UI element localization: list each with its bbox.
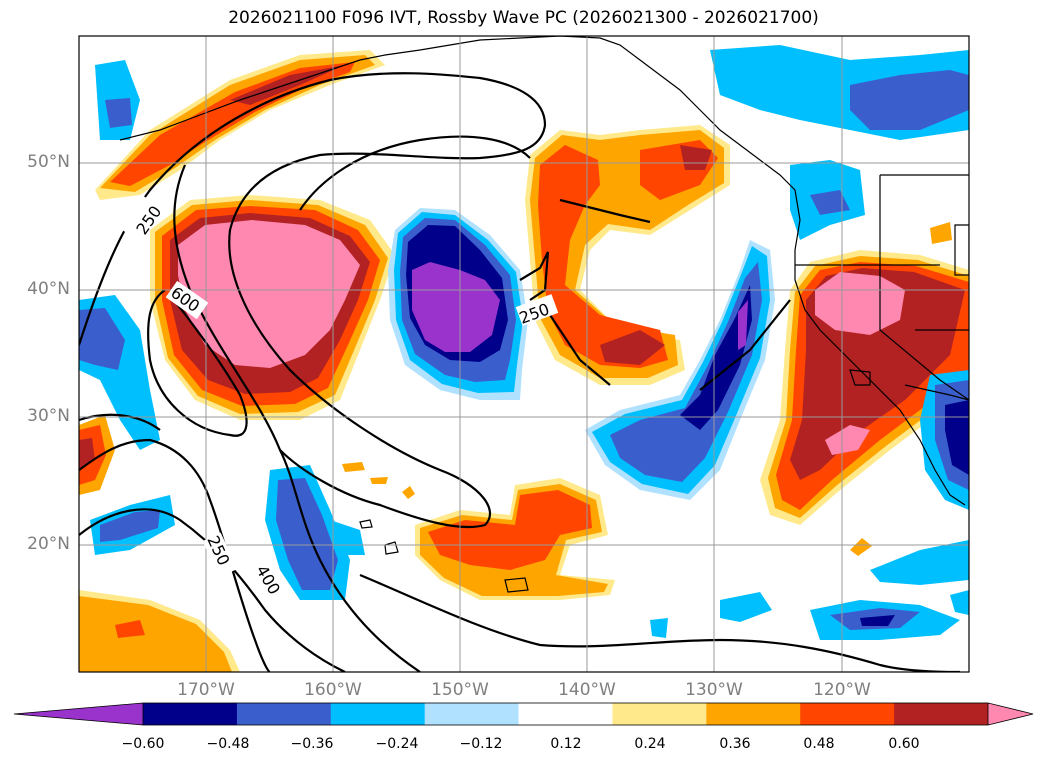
negative-anomaly-diagonal xyxy=(585,240,775,500)
colorbar-tick: −0.24 xyxy=(375,736,419,752)
lat-label-40n: 40°N xyxy=(27,279,70,299)
lon-label-120w: 120°W xyxy=(813,680,871,700)
contour-coast xyxy=(699,299,791,391)
positive-anomaly-specks xyxy=(342,222,952,556)
negative-anomaly-southeast xyxy=(650,540,969,640)
colorbar xyxy=(13,702,1034,726)
positive-anomaly-south xyxy=(415,478,615,600)
lon-label-130w: 130°W xyxy=(685,680,743,700)
contour-east-stub xyxy=(559,198,651,224)
lat-label-50n: 50°N xyxy=(27,152,70,172)
gridlines xyxy=(79,36,969,672)
colorbar-tick: −0.36 xyxy=(290,736,334,752)
negative-anomaly-northeast xyxy=(710,45,969,510)
colorbar-tick: 0.24 xyxy=(634,736,666,752)
negative-anomaly-west xyxy=(79,60,365,600)
colorbar-segment xyxy=(706,703,801,725)
colorbar-tick: 0.48 xyxy=(803,736,835,752)
contour-250-north xyxy=(79,72,547,529)
positive-anomaly-east xyxy=(525,125,730,385)
colorbar-tick: −0.60 xyxy=(121,736,165,752)
map-panel: 250 600 250 250 400 xyxy=(78,35,970,673)
positive-anomaly-southwest xyxy=(79,415,240,672)
colorbar-segment xyxy=(143,703,238,725)
colorbar-segment xyxy=(330,703,426,725)
colorbar-segment xyxy=(612,703,707,725)
lon-label-150w: 150°W xyxy=(431,680,489,700)
colorbar-tick: 0.12 xyxy=(550,736,582,752)
rossby-wave-contours xyxy=(79,72,961,672)
colorbar-segment xyxy=(518,703,613,725)
colorbar-max-arrow xyxy=(988,703,1033,725)
map-frame xyxy=(78,35,970,673)
contour-400-right xyxy=(173,164,421,672)
colorbar-tick: −0.48 xyxy=(206,736,250,752)
coastlines xyxy=(119,36,969,593)
colorbar-tick: 0.60 xyxy=(888,736,920,752)
contour-250-south xyxy=(79,438,271,672)
lon-label-140w: 140°W xyxy=(558,680,616,700)
colorbar-tick: −0.12 xyxy=(459,736,503,752)
colorbar-segment xyxy=(424,703,520,725)
map-title: 2026021100 F096 IVT, Rossby Wave PC (202… xyxy=(228,8,819,28)
contour-600 xyxy=(147,289,248,437)
colorbar-tick: 0.36 xyxy=(719,736,751,752)
colorbar-segment xyxy=(894,703,989,725)
negative-anomaly-central xyxy=(388,208,528,400)
colorbar-min-arrow xyxy=(14,703,143,725)
colorbar-segment xyxy=(800,703,895,725)
contour-inner-north xyxy=(299,135,531,211)
lat-label-30n: 30°N xyxy=(27,406,70,426)
contour-south-arc xyxy=(359,573,961,672)
colorbar-segment xyxy=(236,703,332,725)
lon-label-170w: 170°W xyxy=(177,680,235,700)
contour-250-east xyxy=(519,251,550,301)
lat-label-20n: 20°N xyxy=(27,534,70,554)
lon-label-160w: 160°W xyxy=(304,680,362,700)
